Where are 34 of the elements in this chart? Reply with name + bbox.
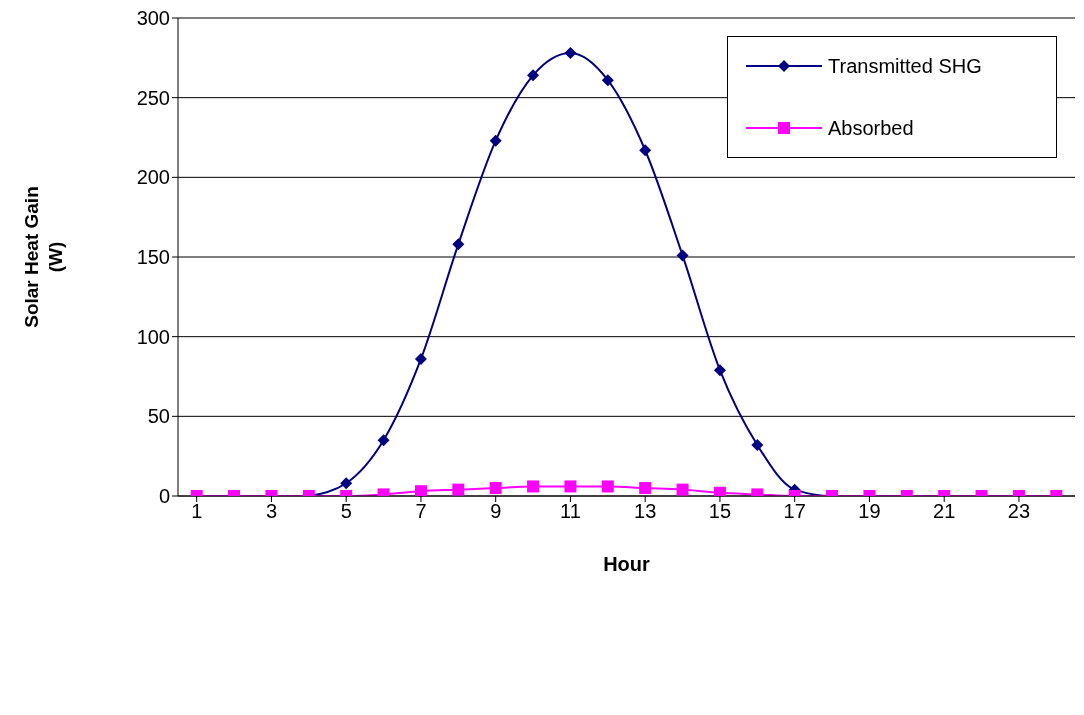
x-tick-label: 15 <box>708 500 732 523</box>
y-tick-label: 100 <box>136 325 170 348</box>
point <box>414 485 427 496</box>
x-axis-title: Hour <box>603 553 651 575</box>
y-tick-label: 150 <box>136 246 170 269</box>
x-tick-label: 7 <box>415 500 427 523</box>
legend-label: Transmitted SHG <box>828 54 982 78</box>
y-axis-title: Solar Heat Gain (W) <box>21 186 66 328</box>
y-tick-label: 250 <box>136 86 170 109</box>
x-tick-label: 17 <box>783 500 806 523</box>
point <box>414 352 427 365</box>
y-tick-label: 0 <box>158 485 170 508</box>
x-tick-label: 9 <box>490 500 502 523</box>
point <box>489 134 502 147</box>
x-tick-label: 3 <box>265 500 277 523</box>
point <box>713 364 726 377</box>
legend-label: Absorbed <box>828 116 914 140</box>
x-tick-label: 5 <box>340 500 352 523</box>
point <box>713 486 726 496</box>
y-tick-label: 50 <box>147 405 170 428</box>
x-tick-label: 19 <box>858 500 881 523</box>
point <box>676 249 689 262</box>
x-tick-label: 23 <box>1007 500 1031 523</box>
x-tick-label: 11 <box>560 500 581 523</box>
y-tick-label: 200 <box>136 166 170 189</box>
point <box>639 144 652 157</box>
x-tick-label: 1 <box>191 500 203 523</box>
point <box>601 74 614 87</box>
x-tick-label: 13 <box>634 500 657 523</box>
point <box>564 47 577 60</box>
point <box>452 238 465 251</box>
x-tick-label: 21 <box>933 500 956 523</box>
y-tick-label: 300 <box>136 7 170 30</box>
point <box>527 69 540 82</box>
